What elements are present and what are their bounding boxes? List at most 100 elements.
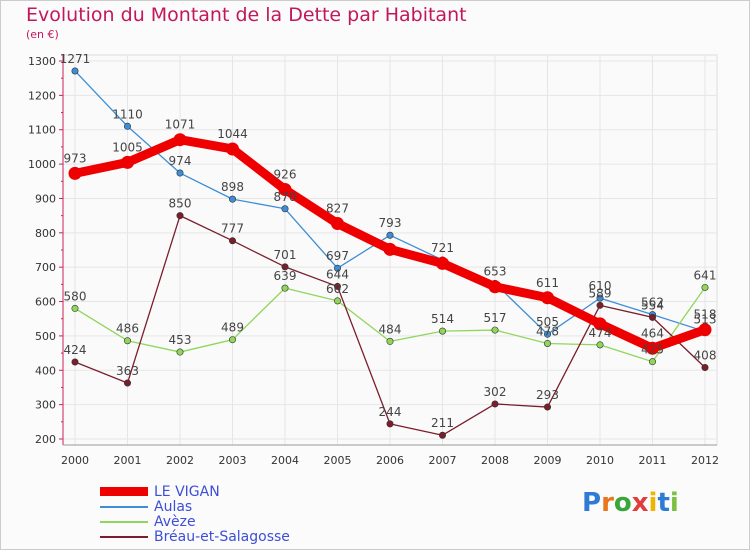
data-label-av-ze: 641 — [694, 268, 717, 282]
y-tick-label: 800 — [35, 227, 56, 240]
data-point-le-vigan — [541, 291, 554, 305]
logo-letter: P — [582, 488, 602, 518]
y-tick-label: 400 — [35, 364, 56, 377]
data-label-aulas: 513 — [694, 312, 717, 326]
data-point-le-vigan — [331, 217, 344, 231]
data-point-br-au-et-salagosse — [648, 313, 656, 321]
data-label-aulas: 793 — [379, 216, 402, 230]
data-point-aulas — [124, 122, 132, 130]
data-point-br-au-et-salagosse — [491, 400, 499, 408]
data-label-aulas: 898 — [221, 180, 244, 194]
data-point-av-ze — [596, 341, 604, 349]
y-tick-label: 300 — [35, 399, 56, 412]
x-tick-label: 2006 — [376, 454, 404, 467]
data-label-aulas: 653 — [484, 264, 507, 278]
data-label-aulas: 1110 — [112, 107, 143, 121]
x-tick-label: 2002 — [166, 454, 194, 467]
data-point-br-au-et-salagosse — [543, 403, 551, 411]
x-tick-label: 2003 — [219, 454, 247, 467]
x-tick-label: 2011 — [639, 454, 667, 467]
legend-swatch — [100, 487, 148, 496]
data-point-le-vigan — [68, 166, 82, 180]
chart-legend: LE VIGAN Aulas Avèze Bréau-et-Salagosse — [100, 483, 290, 545]
legend-item: Avèze — [100, 514, 290, 530]
data-label-av-ze: 514 — [431, 312, 454, 326]
logo-letter: o — [613, 488, 632, 518]
y-tick-label: 500 — [35, 330, 56, 343]
data-label-av-ze: 474 — [589, 326, 612, 340]
data-point-av-ze — [701, 283, 709, 291]
data-label-aulas: 974 — [169, 154, 192, 168]
data-label-br-au-et-salagosse: 701 — [274, 248, 297, 262]
legend-label: LE VIGAN — [154, 483, 220, 500]
data-label-le-vigan: 611 — [536, 276, 559, 290]
data-label-av-ze: 602 — [326, 282, 349, 296]
data-label-le-vigan: 973 — [64, 151, 87, 165]
logo-letter: i — [669, 488, 679, 518]
data-point-aulas — [386, 231, 394, 239]
data-label-av-ze: 489 — [221, 321, 244, 335]
data-label-br-au-et-salagosse: 777 — [221, 222, 244, 236]
data-label-le-vigan: 464 — [641, 326, 664, 340]
data-label-av-ze: 453 — [169, 333, 192, 347]
data-point-br-au-et-salagosse — [281, 263, 289, 271]
data-point-le-vigan — [226, 142, 239, 156]
data-point-av-ze — [229, 336, 237, 344]
data-label-br-au-et-salagosse: 211 — [431, 416, 454, 430]
data-label-br-au-et-salagosse: 244 — [379, 405, 402, 419]
y-tick-label: 1300 — [28, 55, 56, 68]
data-label-le-vigan: 926 — [274, 168, 297, 182]
data-point-aulas — [229, 195, 237, 203]
data-label-br-au-et-salagosse: 589 — [589, 286, 612, 300]
logo-letter: i — [648, 488, 658, 518]
data-label-le-vigan: 827 — [326, 202, 349, 216]
data-point-le-vigan — [383, 242, 397, 256]
logo-letter: t — [657, 488, 670, 518]
data-point-br-au-et-salagosse — [124, 379, 132, 387]
data-label-le-vigan: 1044 — [217, 127, 248, 141]
data-point-av-ze — [176, 348, 184, 356]
x-tick-label: 2005 — [324, 454, 352, 467]
data-label-aulas: 697 — [326, 249, 349, 263]
data-label-br-au-et-salagosse: 554 — [641, 298, 664, 312]
data-label-br-au-et-salagosse: 293 — [536, 388, 559, 402]
data-label-br-au-et-salagosse: 408 — [694, 349, 717, 363]
x-tick-label: 2012 — [691, 454, 719, 467]
proxiti-logo: Proxiti — [582, 488, 679, 518]
data-label-br-au-et-salagosse: 363 — [116, 364, 139, 378]
data-point-br-au-et-salagosse — [701, 364, 709, 372]
data-label-aulas: 1271 — [60, 52, 91, 66]
y-tick-label: 700 — [35, 261, 56, 274]
data-point-av-ze — [333, 297, 341, 305]
data-label-av-ze: 580 — [64, 289, 87, 303]
data-point-av-ze — [124, 337, 132, 345]
legend-item: Bréau-et-Salagosse — [100, 529, 290, 545]
logo-letter: x — [631, 488, 649, 518]
data-point-av-ze — [438, 327, 446, 335]
data-point-av-ze — [281, 284, 289, 292]
data-label-br-au-et-salagosse: 644 — [326, 267, 349, 281]
data-label-av-ze: 486 — [116, 322, 139, 336]
data-point-av-ze — [386, 337, 394, 345]
data-point-le-vigan — [593, 317, 607, 331]
data-label-av-ze: 639 — [274, 269, 297, 283]
data-point-br-au-et-salagosse — [438, 431, 446, 439]
y-tick-label: 1100 — [28, 124, 56, 137]
data-label-br-au-et-salagosse: 850 — [169, 197, 192, 211]
data-label-aulas: 505 — [536, 315, 559, 329]
y-tick-label: 900 — [35, 192, 56, 205]
data-label-av-ze: 478 — [536, 324, 559, 338]
data-point-le-vigan — [646, 341, 659, 355]
x-tick-label: 2010 — [586, 454, 614, 467]
data-point-av-ze — [491, 326, 499, 334]
data-point-br-au-et-salagosse — [596, 301, 604, 309]
data-point-le-vigan — [488, 280, 502, 294]
data-label-br-au-et-salagosse: 424 — [64, 343, 87, 357]
legend-swatch — [100, 520, 148, 523]
chart-title: Evolution du Montant de la Dette par Hab… — [26, 4, 467, 26]
data-point-br-au-et-salagosse — [229, 237, 237, 245]
data-point-br-au-et-salagosse — [176, 212, 184, 220]
data-point-le-vigan — [121, 155, 134, 169]
data-label-av-ze: 425 — [641, 343, 664, 357]
y-tick-label: 1000 — [28, 158, 56, 171]
